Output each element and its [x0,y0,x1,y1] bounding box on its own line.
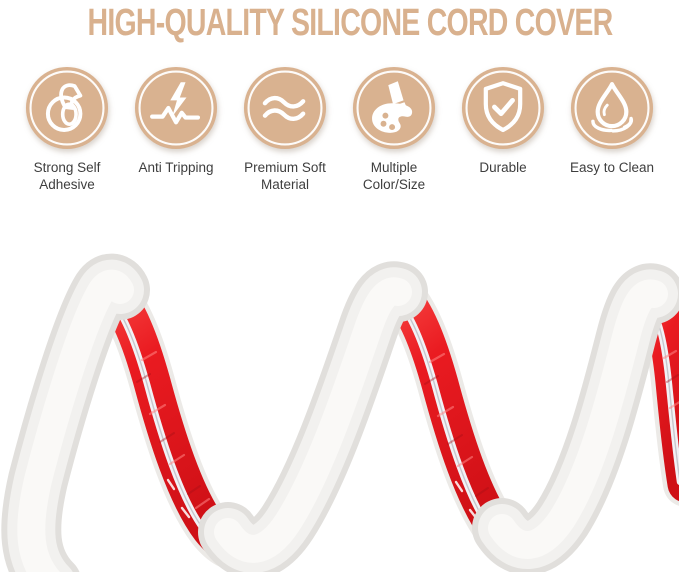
white-silicone-band [1,253,150,577]
tape-roll-icon [25,66,109,150]
shield-check-icon [461,66,545,150]
page-title: HIGH-QUALITY SILICONE CORD COVER [87,2,613,44]
feature-strong-self-adhesive: Strong Self Adhesive [14,66,120,194]
feature-premium-soft-material: Premium Soft Material [232,66,338,194]
palette-brush-icon [352,66,436,150]
anti-tripping-icon [134,66,218,150]
water-drop-icon [570,66,654,150]
feature-easy-to-clean: Easy to Clean [559,66,665,194]
soft-waves-icon [243,66,327,150]
feature-durable: Durable [450,66,556,194]
feature-label: Multiple Color/Size [362,160,426,193]
spiral-cord-cover-graphic [1,253,679,577]
feature-label: Anti Tripping [138,160,214,175]
feature-label: Strong Self Adhesive [33,160,101,193]
header: HIGH-QUALITY SILICONE CORD COVER [0,2,679,48]
feature-label: Easy to Clean [569,160,655,175]
feature-row: Strong Self Adhesive Anti Tripping [0,66,679,194]
cord-cover-product-image [0,232,679,577]
feature-multiple-color-size: Multiple Color/Size [341,66,447,194]
white-silicone-band [472,263,679,575]
feature-label: Premium Soft Material [244,160,326,193]
feature-label: Durable [479,160,527,175]
feature-anti-tripping: Anti Tripping [123,66,229,194]
white-silicone-band [198,261,428,577]
